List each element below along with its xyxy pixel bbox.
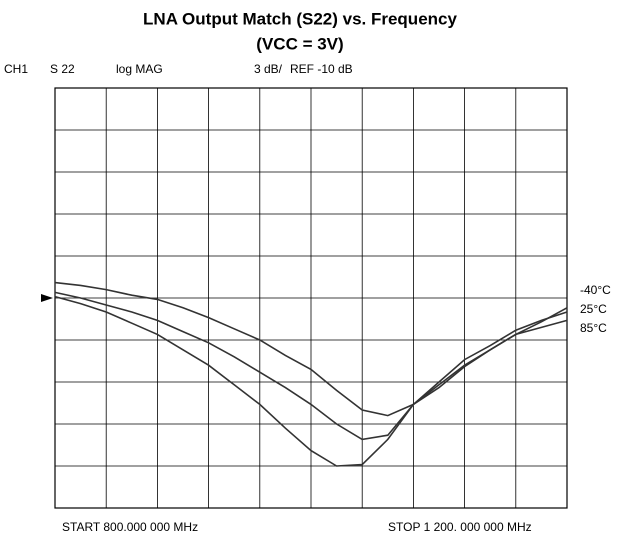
chart-subtitle: (VCC = 3V) [256, 34, 343, 53]
series-line [54, 295, 568, 467]
chart-title: LNA Output Match (S22) vs. Frequency [143, 9, 457, 28]
channel-label: CH1 [4, 62, 28, 76]
scale-label: 3 dB/ [254, 62, 283, 76]
reference-label: REF -10 dB [290, 62, 353, 76]
stop-label: STOP 1 200. 000 000 MHz [388, 520, 532, 534]
legend-label: 85°C [580, 321, 607, 335]
series-line [54, 291, 568, 441]
legend-label: 25°C [580, 302, 607, 316]
start-label: START 800.000 000 MHz [62, 520, 198, 534]
parameter-label: S 22 [50, 62, 75, 76]
reference-marker [41, 294, 53, 302]
legend-label: -40°C [580, 283, 611, 297]
format-label: log MAG [116, 62, 163, 76]
